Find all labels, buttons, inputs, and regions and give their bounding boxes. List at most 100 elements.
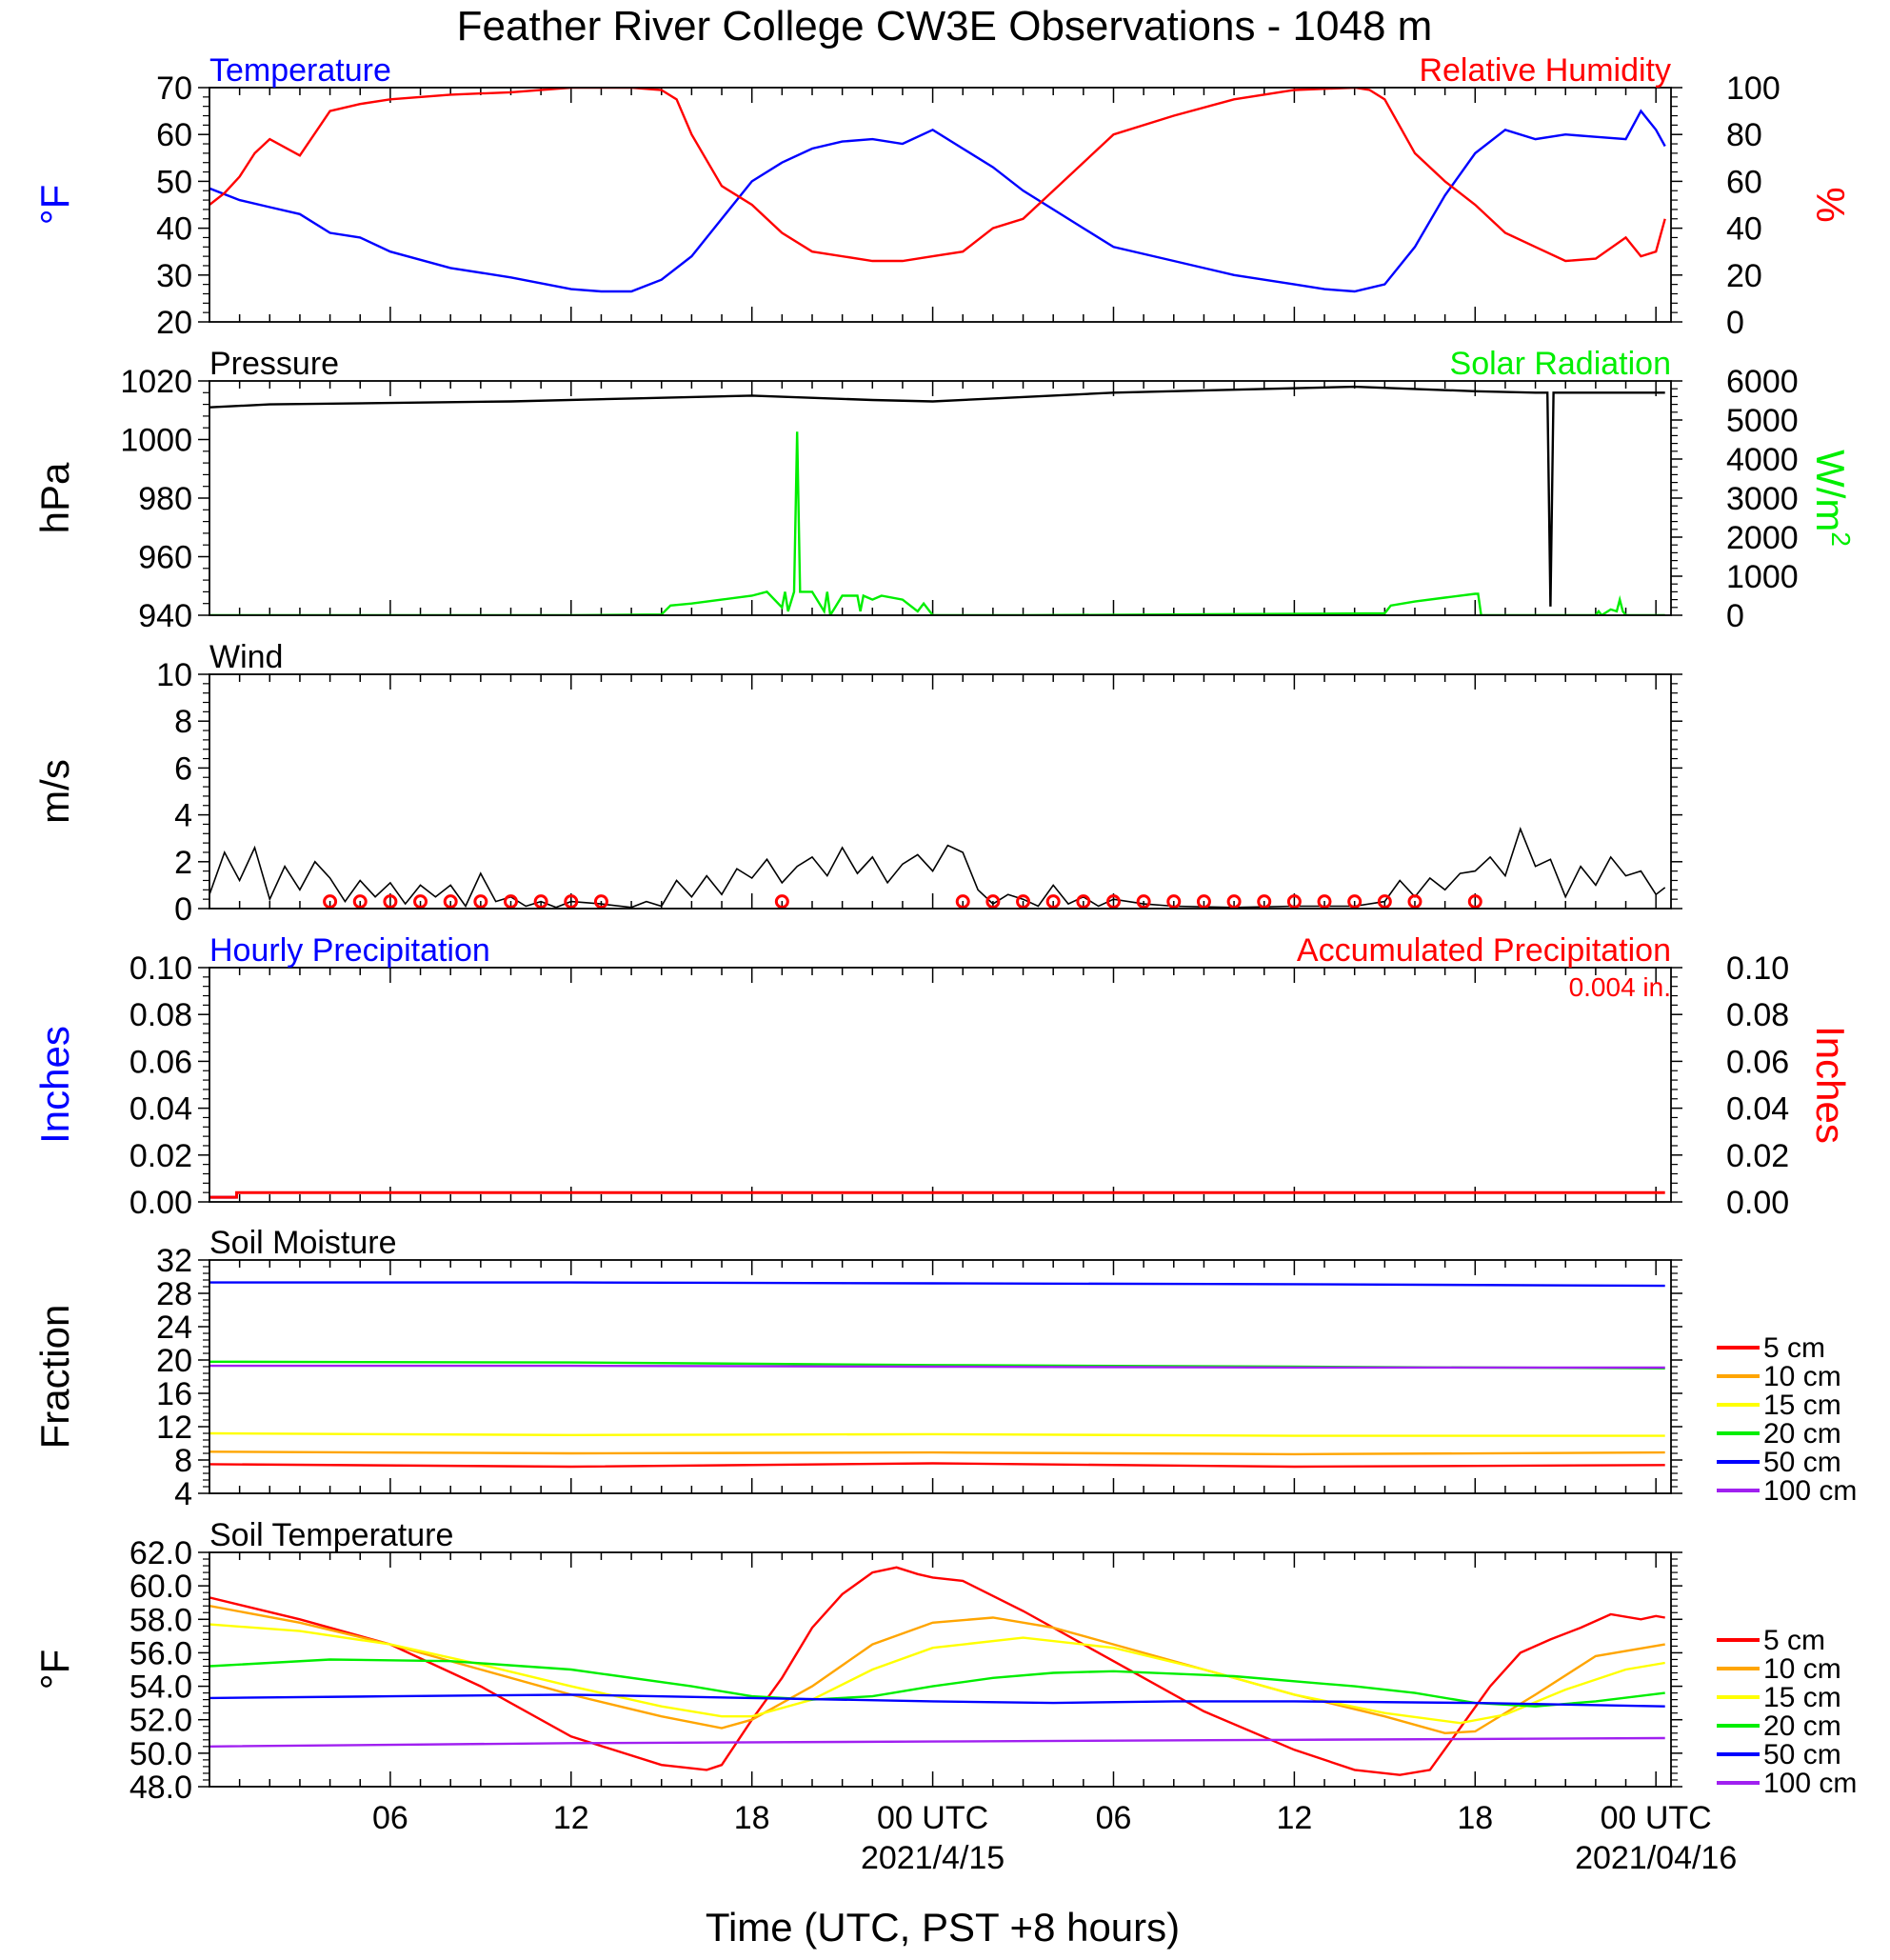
series-50-cm xyxy=(209,1281,1665,1288)
y-right-tick-label: 0.10 xyxy=(1726,950,1789,987)
x-tick-label: 06 xyxy=(372,1800,408,1836)
y-right-tick-label: 0.02 xyxy=(1726,1138,1789,1174)
y-right-tick-label: 0.08 xyxy=(1726,997,1789,1033)
y-tick-label: 54.0 xyxy=(129,1670,192,1706)
panel-soil_temp: 48.050.052.054.056.058.060.062.0 Soil Tem… xyxy=(32,1517,1857,1876)
series-100-cm xyxy=(209,1736,1665,1748)
y-tick-label: 20 xyxy=(156,1343,192,1379)
wind-calm-marker xyxy=(503,894,518,910)
series-pressure xyxy=(209,385,1665,607)
x-tick-label: 06 xyxy=(1096,1800,1132,1836)
wind-calm-marker xyxy=(443,894,458,910)
wind-calm-marker xyxy=(1226,894,1242,910)
y-tick-label: 8 xyxy=(174,1443,192,1479)
y-tick-label: 0.08 xyxy=(129,997,192,1033)
panel-wind: 0 2 4 6 8 10 Wind m/s xyxy=(32,639,1682,928)
y-tick-label: 0.10 xyxy=(129,950,192,987)
wind-calm-marker xyxy=(352,894,368,910)
y-right-tick-label: 0.04 xyxy=(1726,1091,1789,1128)
y-tick-label: 12 xyxy=(156,1410,192,1446)
wind-calm-marker xyxy=(1407,894,1422,910)
panel-pressure_solar: 9409609801000102001000200030004000500060… xyxy=(32,346,1856,634)
y-tick-label: 0.06 xyxy=(129,1044,192,1080)
y-tick-label: 0 xyxy=(174,891,192,928)
y-tick-label: 62.0 xyxy=(129,1535,192,1571)
y-right-tick-label: 2000 xyxy=(1726,520,1799,556)
y-tick-label: 32 xyxy=(156,1243,192,1279)
y-right-tick-label: 0.06 xyxy=(1726,1044,1789,1080)
y-tick-label: 1020 xyxy=(120,364,192,400)
y-axis-label: hPa xyxy=(32,462,77,533)
series-solar-radiation xyxy=(209,431,1665,615)
x-date-label: 2021/04/16 xyxy=(1575,1840,1737,1876)
series-5-cm xyxy=(209,1566,1665,1776)
y-right-tick-label: 0 xyxy=(1726,305,1744,341)
y-tick-label: 10 xyxy=(156,657,192,693)
y-right-tick-label: 5000 xyxy=(1726,403,1799,439)
legend-label: 15 cm xyxy=(1763,1390,1841,1421)
y-right-axis-label-superscript: 2 xyxy=(1826,531,1856,547)
legend-label: 10 cm xyxy=(1763,1361,1841,1392)
y-tick-label: 980 xyxy=(138,481,192,517)
wind-calm-marker xyxy=(1257,894,1272,910)
wind-calm-marker xyxy=(533,894,548,910)
y-axis-label: °F xyxy=(32,185,77,225)
panel-left-title: Wind xyxy=(209,639,283,675)
wind-calm-marker xyxy=(564,894,579,910)
y-tick-label: 60 xyxy=(156,117,192,153)
y-tick-label: 20 xyxy=(156,305,192,341)
y-tick-label: 6 xyxy=(174,750,192,787)
wind-calm-marker xyxy=(1196,894,1211,910)
y-tick-label: 50 xyxy=(156,164,192,200)
y-tick-label: 1000 xyxy=(120,423,192,459)
y-right-tick-label: 4000 xyxy=(1726,442,1799,478)
y-right-tick-label: 60 xyxy=(1726,164,1762,200)
y-right-axis-label: % xyxy=(1808,187,1853,222)
y-tick-label: 50.0 xyxy=(129,1736,192,1772)
legend-label: 20 cm xyxy=(1763,1418,1841,1450)
x-date-label: 2021/4/15 xyxy=(861,1840,1005,1876)
wind-calm-marker xyxy=(1045,894,1061,910)
wind-calm-marker xyxy=(1166,894,1182,910)
y-tick-label: 0.02 xyxy=(129,1138,192,1174)
y-axis-label: m/s xyxy=(32,759,77,824)
wind-calm-marker xyxy=(955,894,970,910)
series-50-cm xyxy=(209,1693,1665,1708)
x-tick-label: 18 xyxy=(734,1800,770,1836)
plot-frame xyxy=(209,87,1672,323)
series-relative-humidity xyxy=(209,88,1666,263)
legend-label: 15 cm xyxy=(1763,1682,1841,1713)
y-right-tick-label: 0.00 xyxy=(1726,1185,1789,1221)
y-axis-label: °F xyxy=(32,1650,77,1690)
legend-label: 50 cm xyxy=(1763,1447,1841,1478)
y-tick-label: 2 xyxy=(174,845,192,881)
legend-label: 5 cm xyxy=(1763,1332,1825,1364)
series-100-cm xyxy=(209,1364,1665,1370)
x-tick-label: 00 UTC xyxy=(877,1800,988,1836)
x-tick-label: 18 xyxy=(1457,1800,1493,1836)
wind-calm-marker xyxy=(1076,894,1091,910)
y-axis-label: Inches xyxy=(32,1026,77,1144)
panel-right-title: Solar Radiation xyxy=(1450,346,1671,382)
series-temperature xyxy=(209,109,1666,293)
panel-left-title: Temperature xyxy=(209,52,391,89)
y-right-tick-label: 3000 xyxy=(1726,481,1799,517)
legend-label: 100 cm xyxy=(1763,1475,1857,1507)
y-tick-label: 56.0 xyxy=(129,1635,192,1671)
plot-frame xyxy=(209,673,1672,910)
panel-temp_rh: 20 30 40 50 60 70 0 20 40 60 80 100 Temperature Relat… xyxy=(32,52,1853,341)
wind-calm-marker xyxy=(1467,894,1482,910)
y-right-tick-label: 20 xyxy=(1726,258,1762,294)
wind-calm-marker xyxy=(1016,894,1031,910)
x-tick-label: 12 xyxy=(553,1800,589,1836)
panel-right-title: Accumulated Precipitation xyxy=(1297,932,1671,969)
series-wind-speed xyxy=(209,827,1666,909)
y-tick-label: 30 xyxy=(156,258,192,294)
legend-label: 5 cm xyxy=(1763,1625,1825,1656)
y-right-tick-label: 40 xyxy=(1726,211,1762,248)
x-axis-label: Time (UTC, PST +8 hours) xyxy=(706,1905,1180,1950)
panel-annotation: 0.004 in. xyxy=(1569,972,1671,1002)
wind-calm-marker xyxy=(1136,894,1151,910)
